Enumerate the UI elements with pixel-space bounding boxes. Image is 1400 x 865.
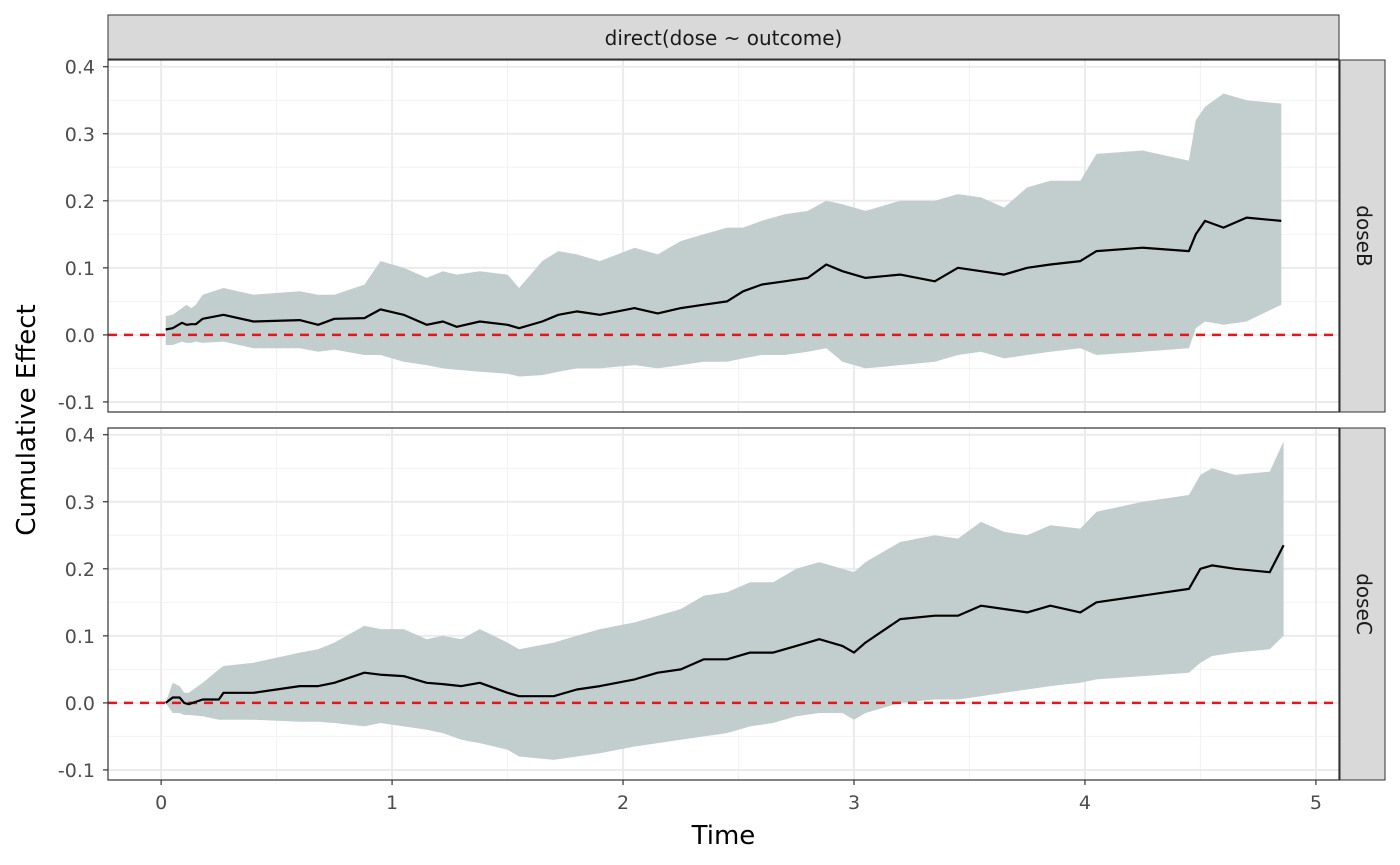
y-tick-label: -0.1 xyxy=(58,392,95,414)
confidence-band-doseB xyxy=(165,93,1282,377)
y-axis-title: Cumulative Effect xyxy=(12,304,42,536)
x-tick-label: 3 xyxy=(848,792,860,814)
estimate-line-doseB xyxy=(165,216,1282,331)
y-tick-label: 0.3 xyxy=(65,492,95,514)
panel-border xyxy=(107,59,1340,413)
facet-strip-label: doseB xyxy=(1352,205,1376,266)
y-tick-label: 0.4 xyxy=(65,57,95,79)
x-axis-title: Time xyxy=(691,821,756,851)
y-tick-label: 0.0 xyxy=(65,693,95,715)
x-tick-label: 1 xyxy=(386,792,398,814)
chart-panels: -0.1 0.0 0.1 0.2 0.3 0.4 doseB -0.1 0.0 0.1 0.2 0.3… xyxy=(58,57,1386,814)
panel-doseB: -0.1 0.0 0.1 0.2 0.3 0.4 doseB xyxy=(58,57,1386,414)
y-tick-label: 0.1 xyxy=(65,258,95,280)
facet-strip-top-box xyxy=(107,14,1340,60)
facet-title: direct(dose ~ outcome) xyxy=(605,26,843,50)
estimate-line-doseC xyxy=(165,544,1285,706)
x-tick-label: 5 xyxy=(1310,792,1322,814)
facet-strip-top: direct(dose ~ outcome) xyxy=(107,14,1340,60)
facet-strip-right xyxy=(1339,59,1386,413)
panel-doseC: -0.1 0.0 0.1 0.2 0.3 0.4 doseC 0 1 2 3 4 5 xyxy=(58,425,1386,814)
y-tick-label: 0.3 xyxy=(65,124,95,146)
y-tick-label: 0.2 xyxy=(65,559,95,581)
x-tick-label: 2 xyxy=(617,792,629,814)
x-tick-label: 4 xyxy=(1079,792,1091,814)
x-tick-label: 0 xyxy=(155,792,167,814)
confidence-band-doseC xyxy=(165,441,1284,760)
y-tick-label: 0.1 xyxy=(65,626,95,648)
y-tick-label: -0.1 xyxy=(58,760,95,782)
facet-strip-label: doseC xyxy=(1352,573,1376,635)
y-tick-label: 0.4 xyxy=(65,425,95,447)
panel-border xyxy=(107,427,1340,781)
facet-strip-right xyxy=(1339,427,1386,781)
y-tick-label: 0.0 xyxy=(65,325,95,347)
y-tick-label: 0.2 xyxy=(65,191,95,213)
